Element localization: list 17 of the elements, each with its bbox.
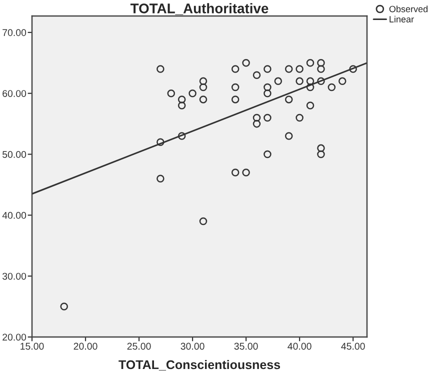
- x-axis-title: TOTAL_Conscientiousness: [118, 360, 280, 371]
- x-tick-label: 45.00: [341, 342, 365, 350]
- legend-label: Linear: [390, 16, 414, 22]
- y-tick-label: 30.00: [2, 272, 26, 280]
- x-tick-label: 25.00: [127, 342, 151, 350]
- x-tick-label: 15.00: [20, 342, 44, 350]
- y-tick-label: 40.00: [2, 212, 26, 219]
- y-tick-label: 50.00: [2, 151, 26, 158]
- x-tick-label: 20.00: [74, 342, 98, 350]
- chart-title: TOTAL_Authoritative: [130, 3, 268, 15]
- legend-label: Observed: [389, 6, 428, 12]
- y-tick-label: 70.00: [2, 29, 26, 36]
- y-tick-label: 60.00: [2, 90, 26, 97]
- x-tick-label: 30.00: [180, 342, 204, 350]
- y-tick-label: 20.00: [2, 334, 26, 341]
- x-tick-label: 35.00: [234, 342, 258, 350]
- x-tick-label: 40.00: [288, 342, 312, 350]
